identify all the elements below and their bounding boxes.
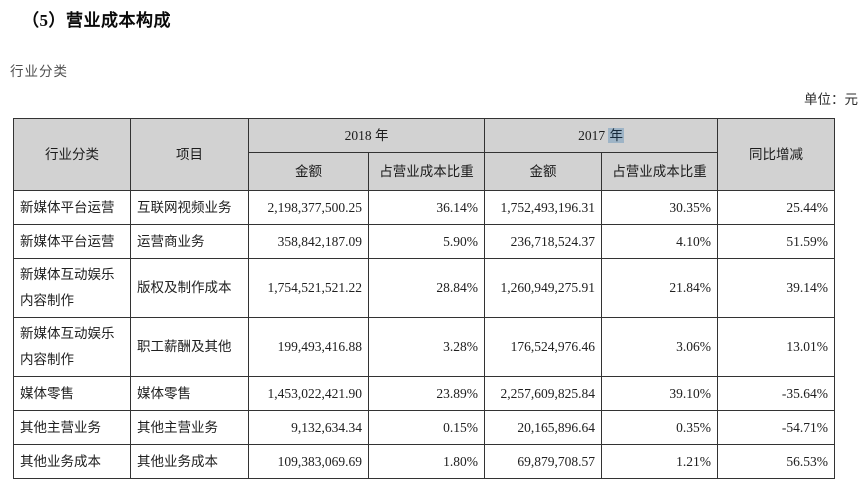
- selected-text-highlight: 年: [608, 127, 624, 143]
- cell-ratio-2017: 4.10%: [601, 224, 718, 259]
- cell-yoy: 39.14%: [717, 258, 835, 318]
- cell-amount-2018: 199,493,416.88: [248, 317, 369, 377]
- col-header-industry: 行业分类: [13, 118, 131, 191]
- cell-item: 媒体零售: [130, 376, 249, 411]
- cell-ratio-2017: 21.84%: [601, 258, 718, 318]
- cell-ratio-2018: 23.89%: [368, 376, 485, 411]
- cell-industry: 新媒体平台运营: [13, 190, 131, 225]
- col-header-ratio-2018: 占营业成本比重: [368, 152, 485, 191]
- cell-item: 职工薪酬及其他: [130, 317, 249, 377]
- table-row: 其他业务成本 其他业务成本 109,383,069.69 1.80% 69,879,70…: [13, 444, 835, 479]
- table-body: 新媒体平台运营 互联网视频业务 2,198,377,500.25 36.14% 1,75…: [13, 190, 835, 479]
- cell-amount-2018: 1,754,521,521.22: [248, 258, 369, 318]
- cell-amount-2017: 1,260,949,275.91: [484, 258, 602, 318]
- cell-yoy: 51.59%: [717, 224, 835, 259]
- cell-amount-2017: 236,718,524.37: [484, 224, 602, 259]
- cell-ratio-2018: 28.84%: [368, 258, 485, 318]
- cell-yoy: 25.44%: [717, 190, 835, 225]
- col-header-amount-2018: 金额: [248, 152, 369, 191]
- cell-item: 运营商业务: [130, 224, 249, 259]
- cell-item: 其他业务成本: [130, 444, 249, 479]
- table-header: 行业分类 项目 2018 年 2017 年 同比增减 金额 占营业成本比重 金额…: [13, 118, 835, 191]
- cell-item: 版权及制作成本: [130, 258, 249, 318]
- cell-amount-2017: 1,752,493,196.31: [484, 190, 602, 225]
- cell-industry: 其他主营业务: [13, 410, 131, 445]
- col-header-amount-2017: 金额: [484, 152, 602, 191]
- year-2017-text: 2017: [578, 127, 606, 143]
- table-row: 新媒体平台运营 互联网视频业务 2,198,377,500.25 36.14% 1,75…: [13, 190, 835, 225]
- cell-amount-2018: 358,842,187.09: [248, 224, 369, 259]
- cell-ratio-2018: 0.15%: [368, 410, 485, 445]
- cell-ratio-2017: 0.35%: [601, 410, 718, 445]
- cell-ratio-2018: 36.14%: [368, 190, 485, 225]
- cell-amount-2017: 69,879,708.57: [484, 444, 602, 479]
- cell-amount-2018: 109,383,069.69: [248, 444, 369, 479]
- col-header-yoy: 同比增减: [717, 118, 835, 191]
- cell-amount-2018: 9,132,634.34: [248, 410, 369, 445]
- cell-yoy: -54.71%: [717, 410, 835, 445]
- cell-industry: 其他业务成本: [13, 444, 131, 479]
- col-header-item: 项目: [130, 118, 249, 191]
- col-header-ratio-2017: 占营业成本比重: [601, 152, 718, 191]
- cell-industry: 新媒体互动娱乐 内容制作: [13, 258, 131, 318]
- table-row: 新媒体互动娱乐 内容制作 职工薪酬及其他 199,493,416.88 3.28% 17…: [13, 317, 835, 377]
- cell-amount-2017: 2,257,609,825.84: [484, 376, 602, 411]
- cell-ratio-2017: 39.10%: [601, 376, 718, 411]
- col-header-2018: 2018 年: [248, 118, 485, 153]
- cost-composition-table: 行业分类 项目 2018 年 2017 年 同比增减 金额 占营业成本比重 金额…: [13, 118, 835, 479]
- unit-label: 单位：元: [804, 92, 858, 107]
- cell-ratio-2017: 3.06%: [601, 317, 718, 377]
- section-label: 行业分类: [10, 64, 68, 79]
- cell-industry: 新媒体平台运营: [13, 224, 131, 259]
- table-row: 新媒体平台运营 运营商业务 358,842,187.09 5.90% 236,718,5…: [13, 224, 835, 259]
- cell-item: 其他主营业务: [130, 410, 249, 445]
- cell-ratio-2018: 3.28%: [368, 317, 485, 377]
- cell-industry: 媒体零售: [13, 376, 131, 411]
- header-row-years: 行业分类 项目 2018 年 2017 年 同比增减: [13, 118, 835, 191]
- cell-amount-2017: 20,165,896.64: [484, 410, 602, 445]
- cell-amount-2018: 1,453,022,421.90: [248, 376, 369, 411]
- cell-yoy: 13.01%: [717, 317, 835, 377]
- table-row: 其他主营业务 其他主营业务 9,132,634.34 0.15% 20,165,896.…: [13, 410, 835, 445]
- cell-yoy: -35.64%: [717, 376, 835, 411]
- cell-industry: 新媒体互动娱乐 内容制作: [13, 317, 131, 377]
- page-title: （5）营业成本构成: [22, 11, 171, 30]
- cell-yoy: 56.53%: [717, 444, 835, 479]
- cell-ratio-2017: 30.35%: [601, 190, 718, 225]
- table-row: 新媒体互动娱乐 内容制作 版权及制作成本 1,754,521,521.22 28.84…: [13, 258, 835, 318]
- col-header-2017: 2017 年: [484, 118, 718, 153]
- table-row: 媒体零售 媒体零售 1,453,022,421.90 23.89% 2,257,609,…: [13, 376, 835, 411]
- header-row-metrics: 金额 占营业成本比重 金额 占营业成本比重: [14, 152, 835, 191]
- cell-ratio-2018: 1.80%: [368, 444, 485, 479]
- cell-amount-2017: 176,524,976.46: [484, 317, 602, 377]
- cell-item: 互联网视频业务: [130, 190, 249, 225]
- cell-ratio-2018: 5.90%: [368, 224, 485, 259]
- cell-ratio-2017: 1.21%: [601, 444, 718, 479]
- cell-amount-2018: 2,198,377,500.25: [248, 190, 369, 225]
